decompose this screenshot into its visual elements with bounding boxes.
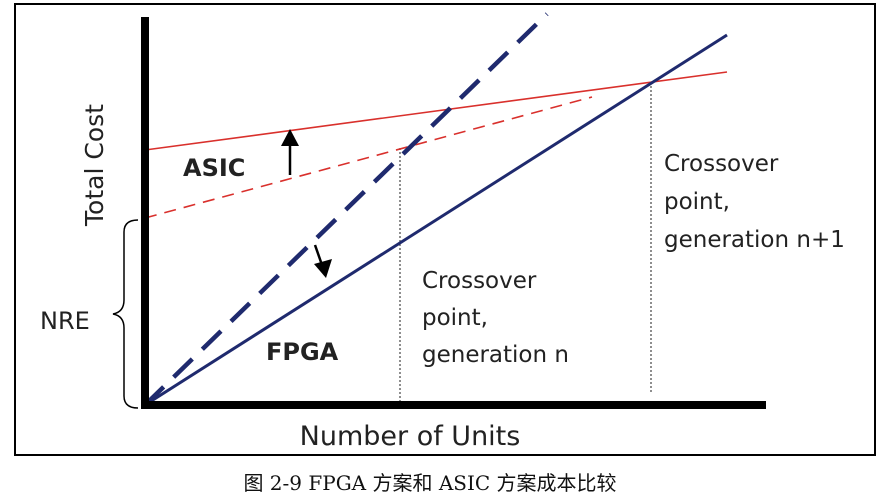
crossover-n-label: Crossover point, generation n	[422, 268, 569, 368]
figure-caption: 图 2-9 FPGA 方案和 ASIC 方案成本比较	[243, 471, 616, 495]
fpga-line-gen-n	[143, 12, 549, 407]
asic-label: ASIC	[183, 154, 245, 182]
crossover-n-line3: generation n	[422, 342, 569, 368]
asic-line-gen-n1	[144, 71, 728, 151]
crossover-n-line2: point,	[422, 305, 488, 331]
arrow-up-icon	[281, 129, 299, 175]
figure-border	[14, 3, 876, 456]
crossover-n1-line2: point,	[664, 189, 730, 215]
x-axis-label: Number of Units	[300, 421, 521, 452]
crossover-n-line1: Crossover	[422, 268, 537, 294]
fpga-label: FPGA	[266, 338, 339, 366]
y-axis-label: Total Cost	[80, 104, 109, 227]
crossover-n1-line3: generation n+1	[664, 227, 845, 253]
fpga-line-gen-n1	[144, 33, 728, 407]
crossover-n1-label: Crossover point, generation n+1	[664, 151, 845, 253]
crossover-n1-line1: Crossover	[664, 151, 779, 177]
nre-label: NRE	[40, 307, 90, 335]
arrow-down-icon	[313, 244, 332, 278]
nre-brace	[112, 219, 139, 409]
asic-line-gen-n	[144, 96, 593, 219]
